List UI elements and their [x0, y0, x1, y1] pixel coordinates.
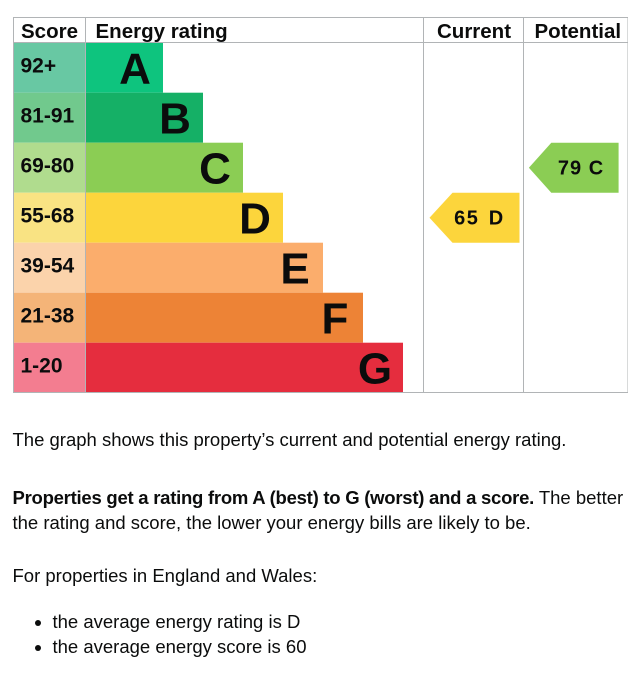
svg-text:A: A — [119, 45, 151, 94]
svg-text:Score: Score — [21, 20, 78, 43]
svg-text:E: E — [280, 245, 309, 294]
svg-text:1-20: 1-20 — [20, 355, 62, 378]
svg-text:C: C — [199, 145, 231, 194]
svg-text:39-54: 39-54 — [20, 255, 74, 278]
svg-text:69-80: 69-80 — [20, 155, 74, 178]
svg-text:21-38: 21-38 — [20, 305, 74, 328]
svg-text:79: 79 — [557, 158, 581, 180]
svg-text:65: 65 — [454, 208, 479, 230]
svg-text:Current: Current — [437, 20, 511, 43]
svg-text:C: C — [588, 158, 602, 180]
svg-text:G: G — [357, 345, 391, 394]
svg-text:92+: 92+ — [20, 55, 56, 78]
svg-text:F: F — [321, 295, 348, 344]
svg-text:Energy rating: Energy rating — [95, 20, 227, 43]
svg-text:D: D — [488, 208, 502, 230]
svg-text:D: D — [239, 195, 271, 244]
svg-text:B: B — [159, 95, 191, 144]
svg-text:55-68: 55-68 — [20, 205, 74, 228]
svg-text:81-91: 81-91 — [20, 105, 74, 128]
svg-text:Potential: Potential — [534, 20, 621, 43]
